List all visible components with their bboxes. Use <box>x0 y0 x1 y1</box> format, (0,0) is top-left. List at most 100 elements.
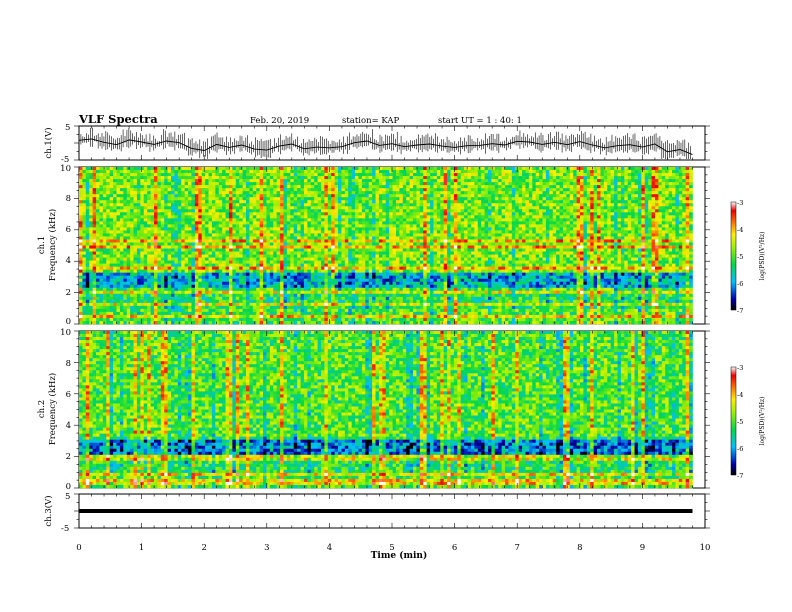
spectrogram-cell <box>651 188 656 192</box>
spectrogram-cell <box>535 185 540 189</box>
spectrogram-cell <box>310 170 315 174</box>
spectrogram-cell <box>365 185 370 189</box>
spectrogram-cell <box>150 212 155 216</box>
spectrogram-cell <box>549 182 554 186</box>
spectrogram-cell <box>174 167 179 171</box>
spectrogram-cell <box>600 197 605 201</box>
spectrogram-cell <box>228 227 233 231</box>
spectrogram-cell <box>109 221 114 225</box>
spectrogram-cell <box>113 239 117 243</box>
spectrogram-cell <box>453 203 458 207</box>
spectrogram-cell <box>246 179 250 183</box>
spectrogram-cell <box>661 224 666 228</box>
spectrogram-cell <box>668 167 673 171</box>
spectrogram-cell <box>614 239 618 243</box>
spectrogram-cell <box>174 188 179 192</box>
spectrogram-cell <box>246 191 250 195</box>
spectrogram-cell <box>464 218 468 222</box>
spectrogram-cell <box>358 227 363 231</box>
spectrogram-cell <box>607 185 612 189</box>
spectrogram-cell <box>569 191 574 195</box>
spectrogram-cell <box>300 173 305 177</box>
spectrogram-cell <box>205 197 209 201</box>
spectrogram-cell <box>545 194 550 198</box>
spectrogram-cell <box>372 242 376 246</box>
spectrogram-cell <box>320 206 325 210</box>
spectrogram-cell <box>549 173 554 177</box>
spectrogram-cell <box>273 215 278 219</box>
spectrogram-cell <box>644 173 649 177</box>
spectrogram-cell <box>542 203 547 207</box>
spectrogram-cell <box>556 212 560 216</box>
spectrogram-cell <box>590 185 594 189</box>
spectrogram-cell <box>522 185 526 189</box>
spectrogram-cell <box>491 170 496 174</box>
spectrogram-cell <box>375 191 380 195</box>
spectrogram-cell <box>378 179 383 183</box>
spectrogram-cell <box>474 239 479 243</box>
spectrogram-cell <box>542 182 547 186</box>
spectrogram-cell <box>576 230 581 234</box>
spectrogram-cell <box>263 215 267 219</box>
spectrogram-cell <box>147 227 151 231</box>
spectrogram-cell <box>556 179 560 183</box>
spectrogram-cell <box>314 197 318 201</box>
spectrogram-cell <box>290 179 295 183</box>
spectrogram-cell <box>583 203 588 207</box>
spectrogram-cell <box>123 233 128 237</box>
spectrogram-cell <box>113 167 117 171</box>
spectrogram-cell <box>303 209 308 213</box>
spectrogram-cell <box>338 236 342 240</box>
spectrogram-cell <box>320 233 325 237</box>
spectrogram-cell <box>528 233 533 237</box>
spectrogram-cell <box>620 203 625 207</box>
spectrogram-cell <box>552 230 557 234</box>
spectrogram-cell <box>119 197 124 201</box>
spectrogram-cell <box>85 206 90 210</box>
spectrogram-cell <box>576 200 581 204</box>
spectrogram-cell <box>603 230 608 234</box>
spectrogram-cell <box>355 185 359 189</box>
spectrogram-cell <box>79 200 83 204</box>
spectrogram-cell <box>348 209 353 213</box>
spectrogram-cell <box>143 206 148 210</box>
spectrogram-cell <box>559 242 564 246</box>
spectrogram-cell <box>481 182 485 186</box>
spectrogram-cell <box>624 224 629 228</box>
spectrogram-cell <box>637 206 642 210</box>
spectrogram-cell <box>252 179 257 183</box>
spectrogram-cell <box>447 230 451 234</box>
spectrogram-cell <box>361 188 366 192</box>
spectrogram-cell <box>82 233 87 237</box>
spectrogram-cell <box>297 233 301 237</box>
spectrogram-cell <box>211 218 216 222</box>
spectrogram-cell <box>648 221 652 225</box>
spectrogram-cell <box>508 230 513 234</box>
spectrogram-cell <box>327 212 332 216</box>
spectrogram-cell <box>593 167 598 171</box>
spectrogram-cell <box>402 209 407 213</box>
spectrogram-cell <box>92 227 97 231</box>
spectrogram-cell <box>140 200 145 204</box>
spectrogram-cell <box>222 215 226 219</box>
spectrogram-cell <box>474 197 479 201</box>
spectrogram-cell <box>252 233 257 237</box>
spectrogram-cell <box>658 221 663 225</box>
spectrogram-cell <box>443 179 448 183</box>
spectrogram-cell <box>99 218 104 222</box>
spectrogram-cell <box>648 194 652 198</box>
spectrogram-cell <box>481 239 485 243</box>
spectrogram-cell <box>351 188 356 192</box>
spectrogram-cell <box>450 182 455 186</box>
spectrogram-cell <box>355 215 359 219</box>
spectrogram-cell <box>140 215 145 219</box>
spectrogram-cell <box>215 242 220 246</box>
spectrogram-cell <box>641 206 646 210</box>
spectrogram-cell <box>532 212 537 216</box>
spectrogram-cell <box>314 224 318 228</box>
spectrogram-cell <box>573 233 577 237</box>
spectrogram-cell <box>136 203 141 207</box>
spectrogram-cell <box>620 182 625 186</box>
spectrogram-cell <box>99 212 104 216</box>
spectrogram-cell <box>205 167 209 171</box>
